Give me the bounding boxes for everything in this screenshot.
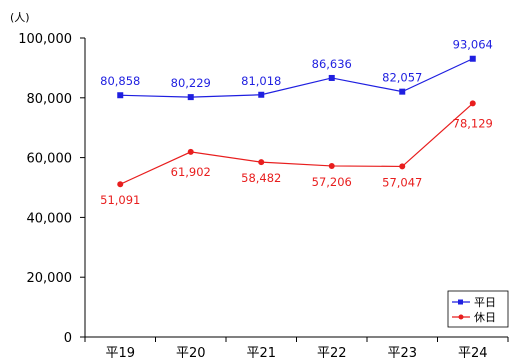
x-tick-label: 平19 (105, 346, 135, 358)
data-label: 57,047 (382, 175, 422, 189)
data-point (117, 92, 124, 99)
data-label: 81,018 (241, 74, 281, 88)
data-label: 78,129 (453, 116, 493, 130)
data-point (399, 163, 406, 170)
y-tick-label: 100,000 (18, 32, 72, 47)
y-tick-label: 0 (64, 331, 72, 346)
data-label: 57,206 (312, 175, 352, 189)
data-point (117, 181, 124, 188)
data-label: 61,902 (171, 165, 211, 179)
series-2: 51,091 61,902 58,482 57,206 57,047 78,129 (100, 100, 493, 207)
data-point (187, 148, 194, 155)
data-point (258, 159, 265, 166)
data-point (187, 94, 194, 101)
x-tick-label: 平22 (317, 346, 347, 358)
y-tick-label: 40,000 (27, 211, 73, 226)
y-tick-label: 60,000 (27, 152, 73, 167)
data-point (328, 74, 335, 81)
series-1: 80,858 80,229 81,018 86,636 82,057 93,064 (100, 38, 493, 101)
data-point (469, 55, 476, 62)
legend-label: 平日 (474, 296, 496, 309)
series-line (119, 102, 474, 185)
y-tick-label: 80,000 (27, 92, 73, 107)
data-point (328, 162, 335, 169)
data-point (469, 100, 476, 107)
y-unit-label: (人) (10, 11, 30, 24)
legend-box (447, 290, 509, 328)
data-point (258, 91, 265, 98)
x-axis: 平19 平20 平21 平22 平23 平24 (84, 336, 509, 358)
legend-marker (458, 314, 464, 320)
data-label: 82,057 (382, 71, 422, 85)
data-point (399, 88, 406, 95)
data-label: 58,482 (241, 171, 281, 185)
x-tick-label: 平23 (387, 346, 417, 358)
x-tick-label: 平21 (246, 346, 276, 358)
series-group: 80,858 80,229 81,018 86,636 82,057 93,064 51,0… (100, 38, 493, 207)
data-label: 86,636 (312, 57, 352, 71)
legend-label: 休日 (474, 311, 496, 324)
x-tick-label: 平20 (176, 346, 206, 358)
legend-marker (458, 299, 463, 305)
data-label: 93,064 (453, 38, 493, 52)
x-tick-label: 平24 (458, 346, 488, 358)
data-label: 80,229 (171, 76, 211, 90)
y-tick-label: 20,000 (27, 271, 73, 286)
data-label: 80,858 (100, 74, 140, 88)
y-axis: 0 20,000 40,000 60,000 80,000 100,000 (18, 32, 86, 346)
series-line (120, 58, 474, 98)
data-label: 51,091 (100, 193, 140, 207)
